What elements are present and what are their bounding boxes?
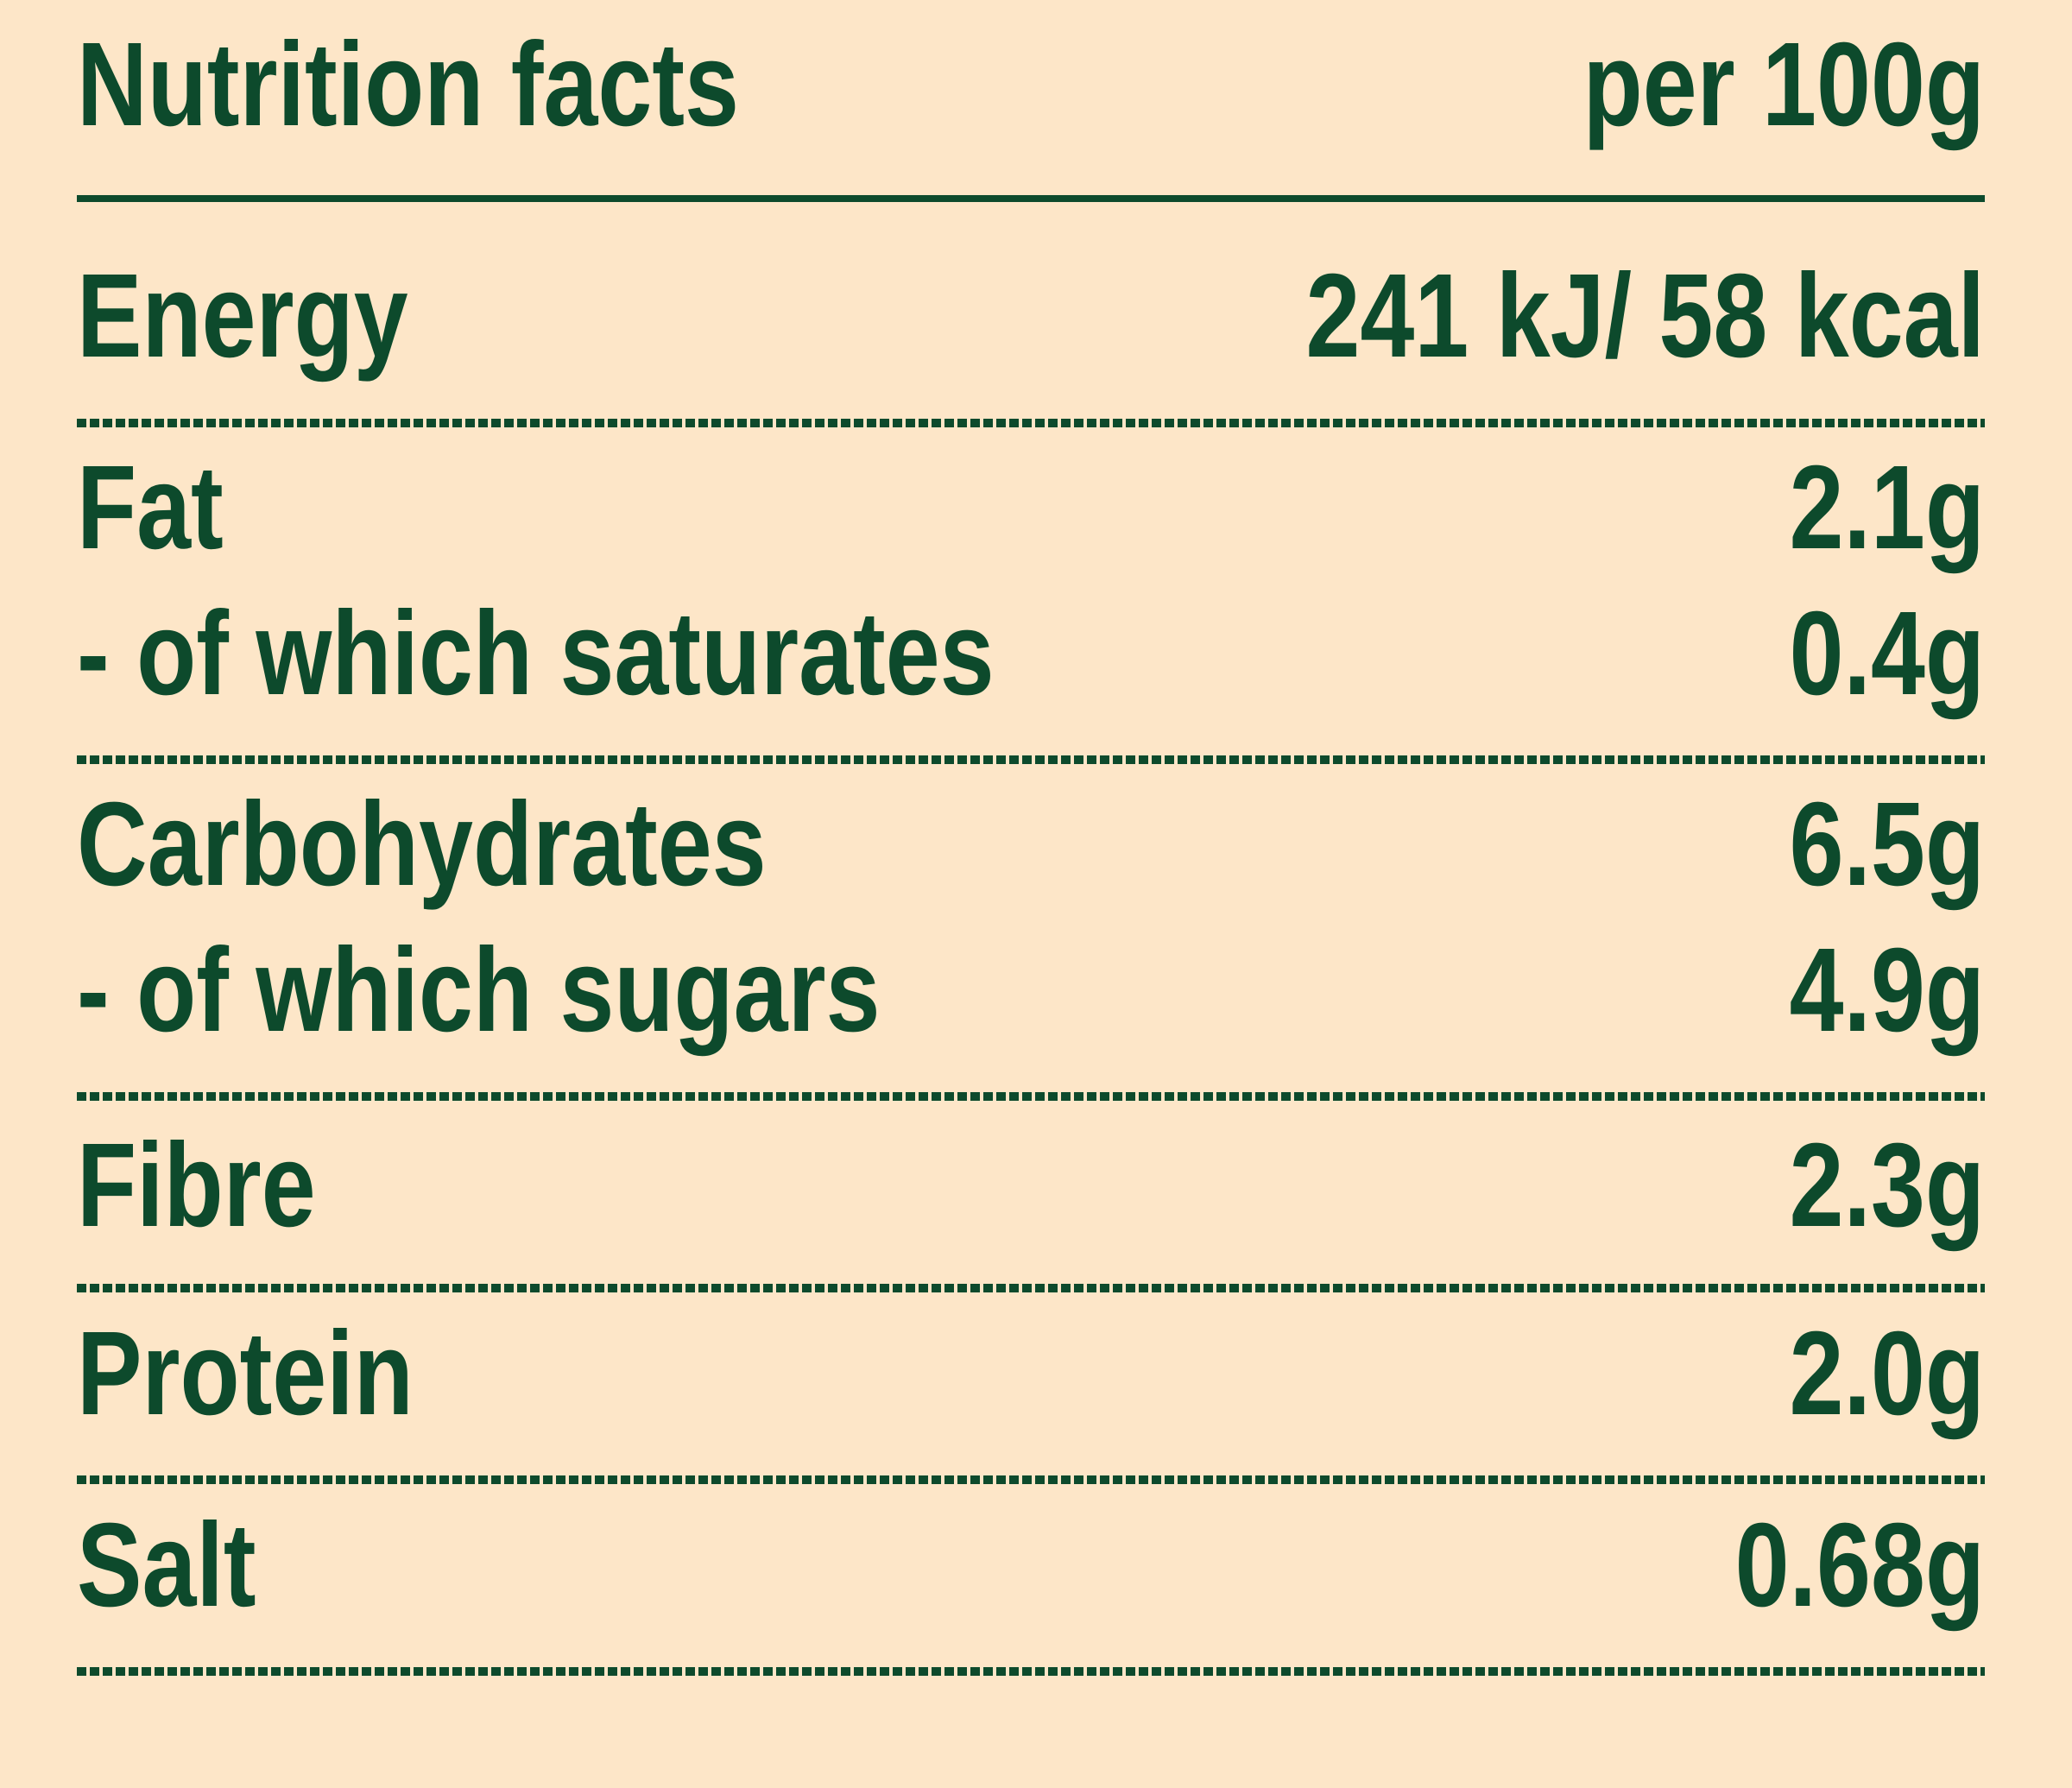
nutrient-label: Fibre <box>77 1118 316 1251</box>
nutrient-value: 6.5g <box>1790 777 1985 910</box>
unit: per 100g <box>1583 17 1985 150</box>
nutrient-value: 0.68g <box>1735 1498 1985 1631</box>
nutrient-value: 2.1g <box>1790 440 1985 573</box>
nutrient-value: 241 kJ/ 58 kcal <box>1305 249 1985 382</box>
nutrient-label: Fat <box>77 440 224 573</box>
nutrient-label: - of which saturates <box>77 586 995 719</box>
nutrient-label: Salt <box>77 1498 256 1631</box>
nutrient-value: 0.4g <box>1790 586 1985 719</box>
nutrient-label: Protein <box>77 1306 414 1439</box>
nutrient-value: 2.0g <box>1790 1306 1985 1439</box>
nutrient-value: 2.3g <box>1790 1118 1985 1251</box>
nutrient-label: - of which sugars <box>77 923 881 1056</box>
title: Nutrition facts <box>77 17 739 150</box>
nutrient-label: Energy <box>77 249 408 382</box>
nutrient-label: Carbohydrates <box>77 777 767 910</box>
nutrient-value: 4.9g <box>1790 923 1985 1056</box>
